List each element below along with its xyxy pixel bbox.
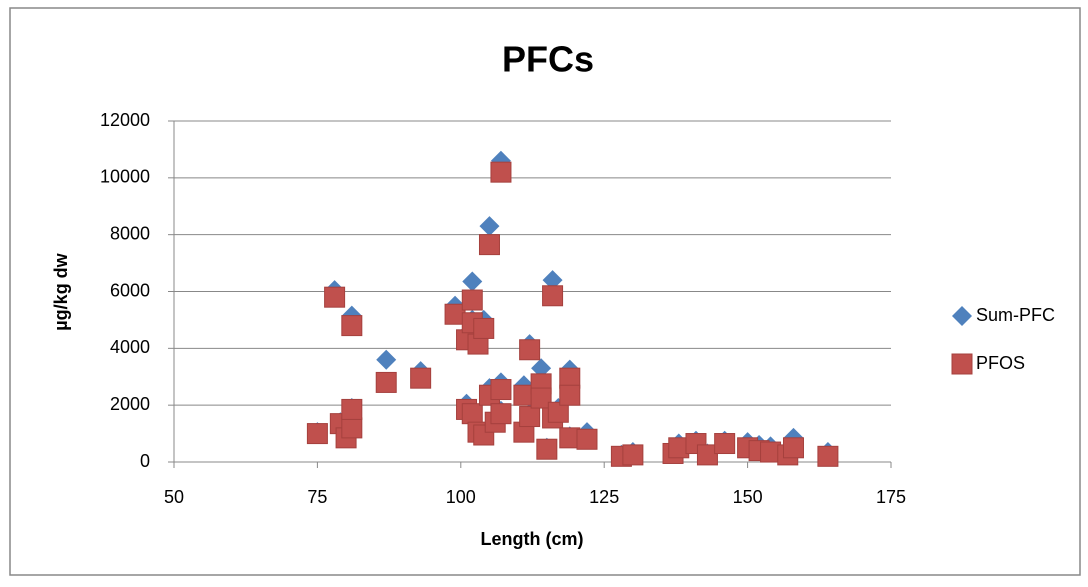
y-tick-label: 4000 [110,337,150,357]
point [490,161,512,183]
point [547,401,569,423]
point [410,367,432,389]
y-tick-label: 12000 [100,110,150,130]
point [341,398,363,420]
x-tick-label: 150 [733,487,763,507]
point [478,234,500,256]
x-tick-label: 50 [164,487,184,507]
point [536,438,558,460]
y-tick-label: 8000 [110,223,150,243]
legend-marker [951,353,973,375]
legend-label: Sum-PFC [976,305,1055,325]
point [376,349,397,370]
point [696,444,718,466]
point [461,403,483,425]
legend-label: PFOS [976,353,1025,373]
point [817,445,839,467]
y-tick-label: 6000 [110,280,150,300]
point [530,387,552,409]
point [490,379,512,401]
point [519,339,541,361]
point [714,433,736,455]
point [559,384,581,406]
point [542,270,563,291]
x-tick-label: 75 [307,487,327,507]
point [461,289,483,311]
x-axis-label: Length (cm) [481,529,584,549]
point [341,417,363,439]
y-tick-label: 10000 [100,167,150,187]
chart-title: PFCs [502,39,594,80]
point [542,285,564,307]
y-tick-label: 0 [140,451,150,471]
x-tick-label: 175 [876,487,906,507]
point [490,403,512,425]
y-tick-label: 2000 [110,394,150,414]
point [324,286,346,308]
point [519,406,541,428]
point [531,358,552,379]
point [782,437,804,459]
point [479,216,500,237]
point [576,428,598,450]
point [375,371,397,393]
y-axis-label: µg/kg dw [51,252,71,330]
point [473,317,495,339]
legend-marker [952,306,972,326]
point [622,444,644,466]
point [462,271,483,292]
point [306,423,328,445]
x-tick-label: 125 [589,487,619,507]
point [341,315,363,337]
x-tick-label: 100 [446,487,476,507]
